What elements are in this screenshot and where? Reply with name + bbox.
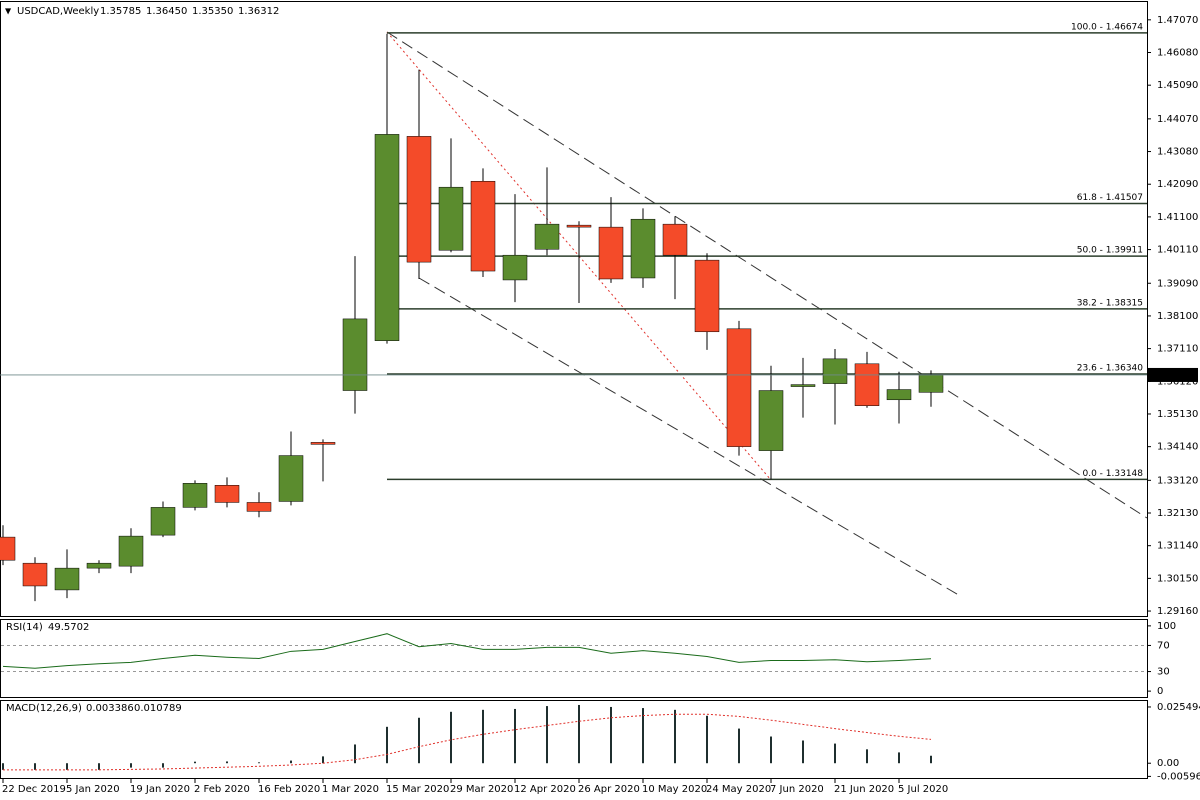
ohlc-value: 1.36450 (146, 6, 187, 17)
x-tick-label: 22 Dec 2019 (2, 784, 66, 795)
candle-body (438, 186, 464, 251)
candle-body (54, 567, 80, 591)
ohlc-value: 1.35350 (192, 6, 233, 17)
y-tick-label: 0.025494 (1157, 702, 1200, 713)
candle-body (694, 259, 720, 333)
candle-body (502, 254, 528, 281)
channel-upper (386, 31, 1148, 519)
candle-body (918, 374, 944, 393)
x-tick-label: 16 Feb 2020 (258, 784, 320, 795)
y-tick-label: 1.38100 (1157, 311, 1198, 322)
y-tick-label: 0 (1157, 686, 1163, 697)
y-tick-label: 1.30150 (1157, 573, 1198, 584)
ohlc-value: 1.36312 (238, 6, 279, 17)
y-tick-label: 1.35130 (1157, 409, 1198, 420)
candle-body (854, 363, 880, 406)
x-tick-label: 2 Feb 2020 (194, 784, 250, 795)
x-tick-label: 10 May 2020 (642, 784, 707, 795)
candle-body (566, 224, 592, 228)
candle-body (822, 358, 848, 384)
candle-body (790, 384, 816, 387)
y-tick-label: 1.29160 (1157, 606, 1198, 617)
ohlc-value: 1.35785 (100, 6, 141, 17)
price-badge-label: 1.36312 (1153, 370, 1194, 381)
x-tick-label: 24 May 2020 (706, 784, 771, 795)
x-tick-label: 29 Mar 2020 (450, 784, 513, 795)
signal-line (3, 713, 932, 771)
candle-body (598, 226, 624, 280)
panel-value: 49.5702 (48, 622, 89, 633)
x-tick-label: 5 Jul 2020 (898, 784, 948, 795)
candle-body (22, 562, 48, 587)
macd-panel (0, 700, 1148, 779)
candle-body (150, 507, 176, 536)
y-tick-label: 30 (1157, 667, 1170, 678)
y-tick-label: 1.44070 (1157, 114, 1198, 125)
fib-label: 61.8 - 1.41507 (1077, 193, 1143, 203)
x-tick-label: 7 Jun 2020 (770, 784, 824, 795)
price-badge (1148, 367, 1198, 382)
x-tick-label: 5 Jan 2020 (66, 784, 120, 795)
y-tick-label: 70 (1157, 640, 1170, 651)
candle-body (758, 390, 784, 451)
y-tick-label: 0.00 (1157, 758, 1179, 769)
panel-value: 0.003386 (86, 703, 134, 714)
panel-title: RSI(14) (6, 622, 43, 633)
y-tick-label: 100 (1157, 621, 1176, 632)
candle-body (182, 483, 208, 508)
candle-body (246, 502, 272, 512)
fib-label: 0.0 - 1.33148 (1083, 469, 1144, 479)
fib-label: 38.2 - 1.38315 (1077, 298, 1143, 308)
rsi-line (2, 633, 932, 669)
candle-body (534, 223, 560, 250)
candle-body (374, 134, 400, 341)
y-tick-label: 1.34140 (1157, 442, 1198, 453)
candle-body (406, 136, 432, 263)
y-tick-label: 1.46080 (1157, 48, 1198, 59)
candle-body (0, 536, 16, 561)
fib-label: 50.0 - 1.39911 (1077, 246, 1143, 256)
y-tick-label: 1.47070 (1157, 15, 1198, 26)
panel-value: 0.010789 (134, 703, 182, 714)
y-tick-label: 1.42090 (1157, 179, 1198, 190)
symbol-title: USDCAD,Weekly (17, 6, 99, 17)
candle-body (662, 223, 688, 256)
y-tick-label: 1.40110 (1157, 245, 1198, 256)
y-tick-label: 1.41100 (1157, 212, 1198, 223)
channel-lower (418, 277, 963, 598)
candle-body (118, 535, 144, 567)
x-tick-label: 12 Apr 2020 (514, 784, 576, 795)
y-tick-label: 1.37110 (1157, 344, 1198, 355)
x-tick-label: 15 Mar 2020 (386, 784, 449, 795)
candle-body (278, 455, 304, 502)
x-tick-label: 19 Jan 2020 (130, 784, 190, 795)
y-tick-label: -0.005966 (1157, 771, 1200, 782)
candle-body (470, 180, 496, 272)
candle-body (342, 318, 368, 391)
menu-arrow[interactable]: ▼ (5, 7, 12, 16)
y-tick-label: 1.31140 (1157, 541, 1198, 552)
y-tick-label: 1.43080 (1157, 147, 1198, 158)
candle-body (886, 389, 912, 401)
panel-title: MACD(12,26,9) (6, 703, 82, 714)
candle-body (214, 485, 240, 503)
y-tick-label: 1.39090 (1157, 278, 1198, 289)
fib-label: 23.6 - 1.36340 (1077, 364, 1143, 374)
x-tick-label: 21 Jun 2020 (834, 784, 894, 795)
x-tick-label: 1 Mar 2020 (322, 784, 379, 795)
candle-body (630, 218, 656, 279)
y-tick-label: 1.32130 (1157, 508, 1198, 519)
y-tick-label: 1.45090 (1157, 80, 1198, 91)
rsi-panel (0, 619, 1148, 698)
y-tick-label: 1.33120 (1157, 475, 1198, 486)
fib-label: 100.0 - 1.46674 (1071, 22, 1143, 32)
candle-body (86, 562, 112, 569)
main-panel (0, 1, 1148, 617)
x-tick-label: 26 Apr 2020 (578, 784, 640, 795)
candle-body (310, 442, 336, 445)
candle-body (726, 328, 752, 447)
